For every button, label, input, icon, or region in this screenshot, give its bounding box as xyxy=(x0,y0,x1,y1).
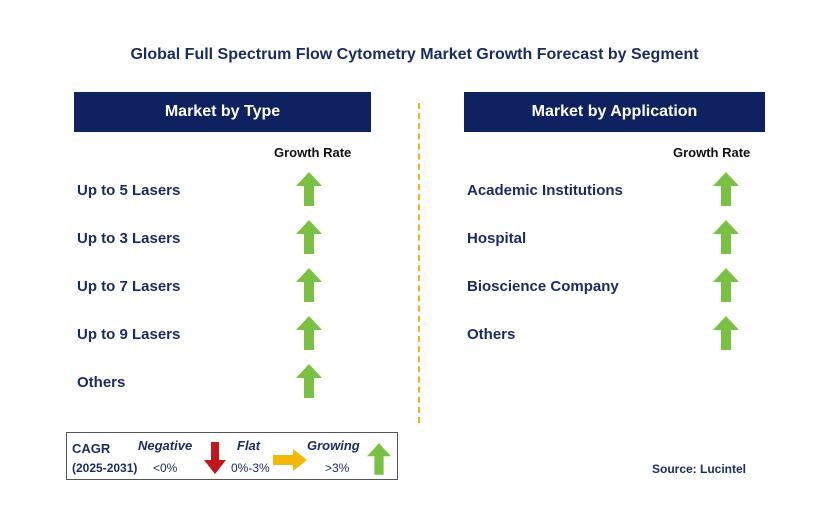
legend-period: (2025-2031) xyxy=(72,461,138,475)
legend-growing-range: >3% xyxy=(325,461,350,475)
type-panel-header: Market by Type xyxy=(74,92,371,132)
flat-arrow-icon xyxy=(273,449,307,471)
source-note: Source: Lucintel xyxy=(652,462,747,476)
negative-arrow-icon xyxy=(204,442,226,474)
application-growth-rate-label: Growth Rate xyxy=(673,145,751,160)
growing-arrow-icon xyxy=(367,443,391,475)
growing-arrow-icon xyxy=(296,268,322,302)
growing-arrow-icon xyxy=(713,220,739,254)
cagr-legend: CAGR (2025-2031) Negative <0% Flat 0%-3%… xyxy=(66,432,398,480)
growing-arrow-icon xyxy=(296,364,322,398)
growing-arrow-icon xyxy=(713,316,739,350)
application-item-label: Academic Institutions xyxy=(467,182,623,199)
type-item-label: Up to 9 Lasers xyxy=(77,326,181,343)
legend-flat-label: Flat xyxy=(237,438,261,453)
legend-flat-range: 0%-3% xyxy=(231,461,270,475)
type-item-label: Up to 5 Lasers xyxy=(77,182,181,199)
application-item-label: Others xyxy=(467,326,516,343)
panel-divider xyxy=(418,103,420,423)
growing-arrow-icon xyxy=(713,268,739,302)
chart-title: Global Full Spectrum Flow Cytometry Mark… xyxy=(130,46,699,63)
type-item-label: Others xyxy=(77,374,126,391)
application-panel-header: Market by Application xyxy=(464,92,765,132)
growing-arrow-icon xyxy=(296,172,322,206)
growing-arrow-icon xyxy=(296,220,322,254)
legend-negative-label: Negative xyxy=(138,438,193,453)
type-growth-rate-label: Growth Rate xyxy=(274,145,352,160)
growing-arrow-icon xyxy=(713,172,739,206)
legend-negative-range: <0% xyxy=(153,461,178,475)
type-item-label: Up to 7 Lasers xyxy=(77,278,181,295)
application-item-label: Bioscience Company xyxy=(467,278,619,295)
growing-arrow-icon xyxy=(296,316,322,350)
legend-cagr-label: CAGR xyxy=(72,441,111,456)
legend-growing-label: Growing xyxy=(307,438,360,453)
application-item-label: Hospital xyxy=(467,230,527,247)
type-item-label: Up to 3 Lasers xyxy=(77,230,181,247)
